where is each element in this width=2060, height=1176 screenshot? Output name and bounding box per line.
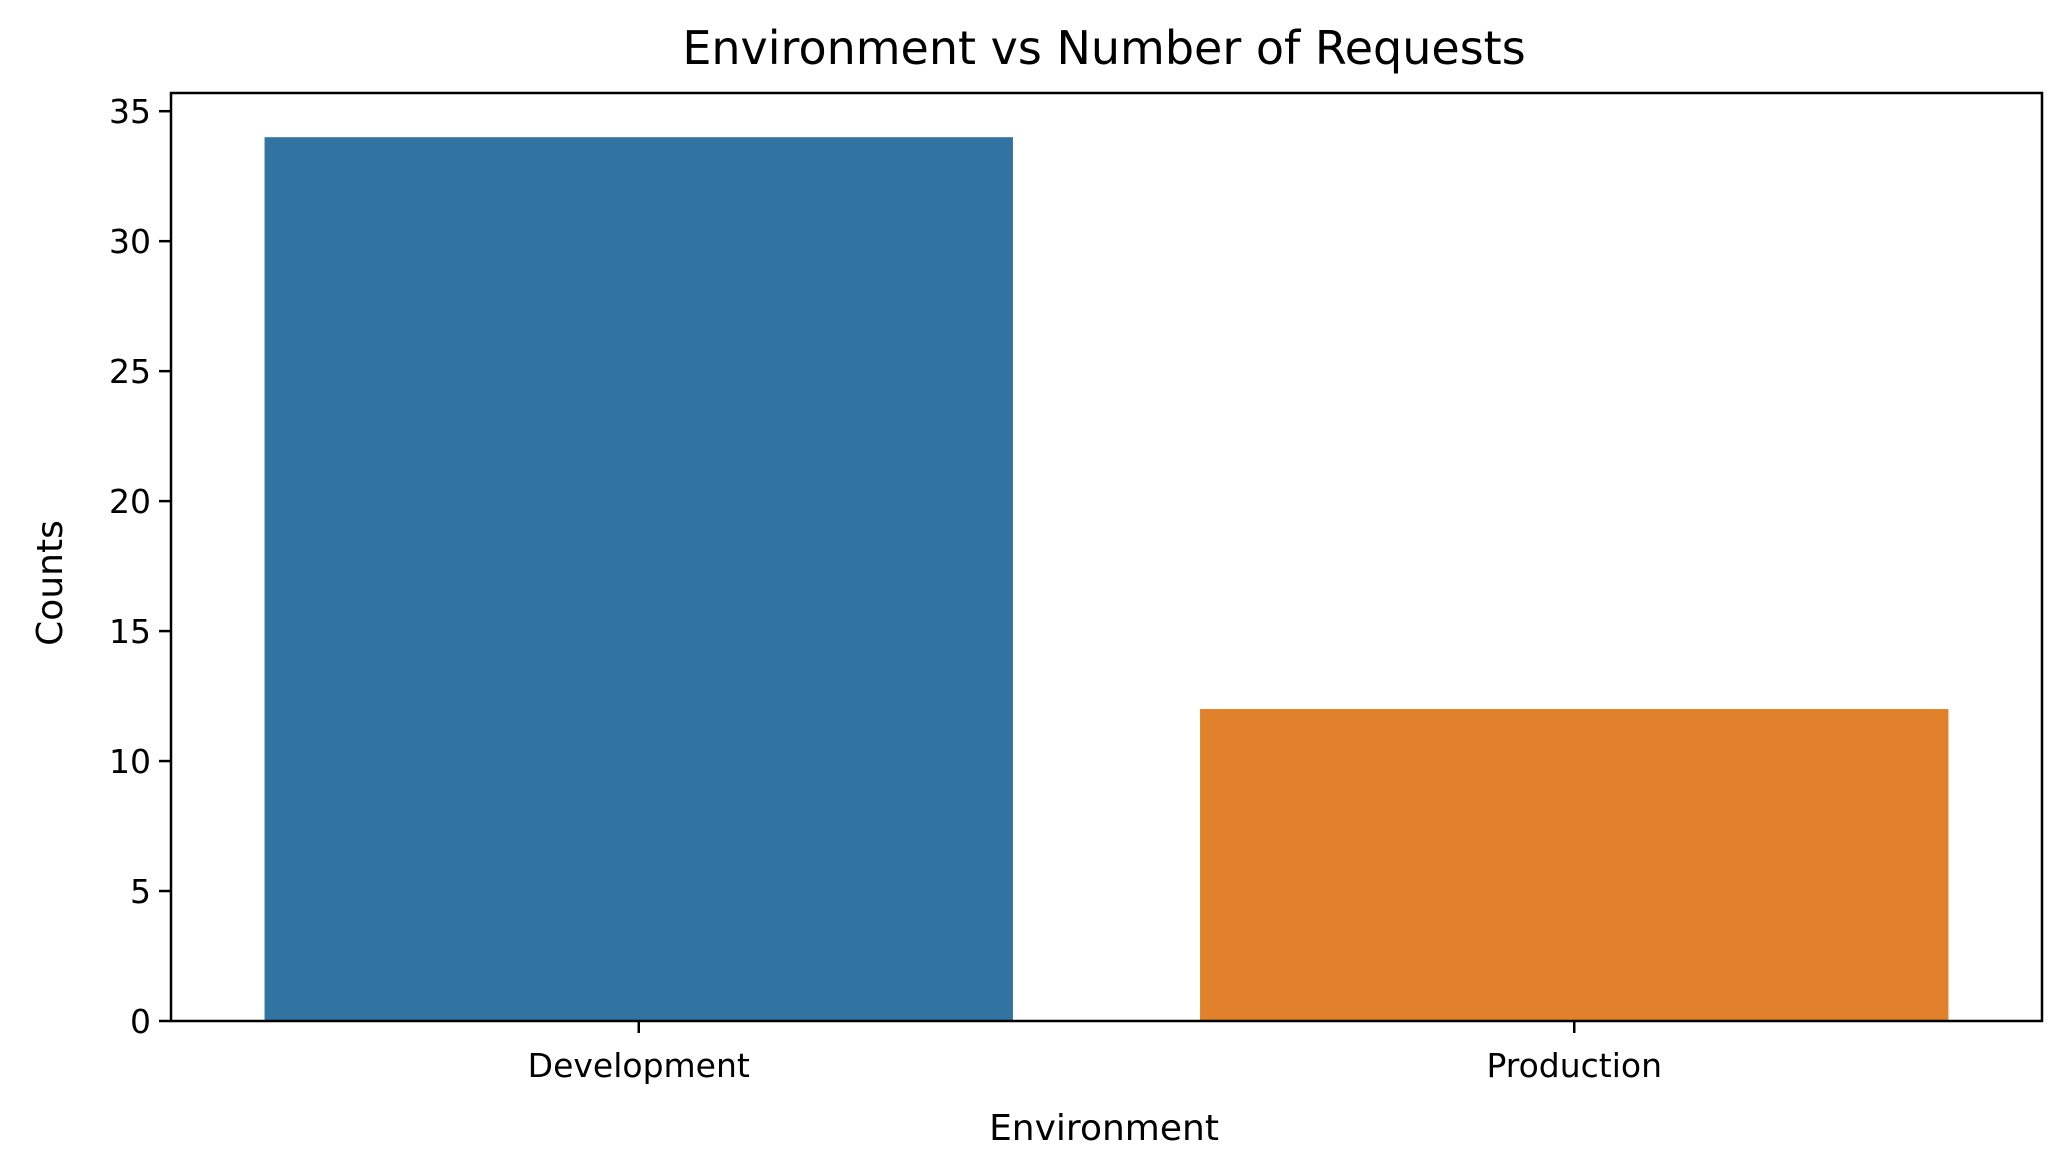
plot-frame <box>169 91 2044 1023</box>
chart-title: Environment vs Number of Requests <box>682 21 1525 75</box>
x-tick-label: Development <box>528 1046 750 1085</box>
bars-group <box>264 137 1949 1021</box>
x-axis: Development Production <box>528 1021 1662 1085</box>
bar-development <box>264 137 1013 1021</box>
y-axis-title: Counts <box>30 520 71 646</box>
y-tick-label: 25 <box>109 352 151 391</box>
y-tick-label: 15 <box>109 612 151 651</box>
y-tick-label: 0 <box>130 1002 151 1041</box>
y-tick-label: 10 <box>109 742 151 781</box>
y-tick-label: 30 <box>109 222 151 261</box>
bar-production <box>1200 709 1949 1021</box>
y-tick-label: 5 <box>130 872 151 911</box>
y-tick-label: 20 <box>109 482 151 521</box>
y-axis: 0 5 10 15 20 25 30 35 <box>109 92 171 1041</box>
x-axis-title: Environment <box>989 1108 1219 1149</box>
x-tick-label: Production <box>1486 1046 1662 1085</box>
y-tick-label: 35 <box>109 92 151 131</box>
